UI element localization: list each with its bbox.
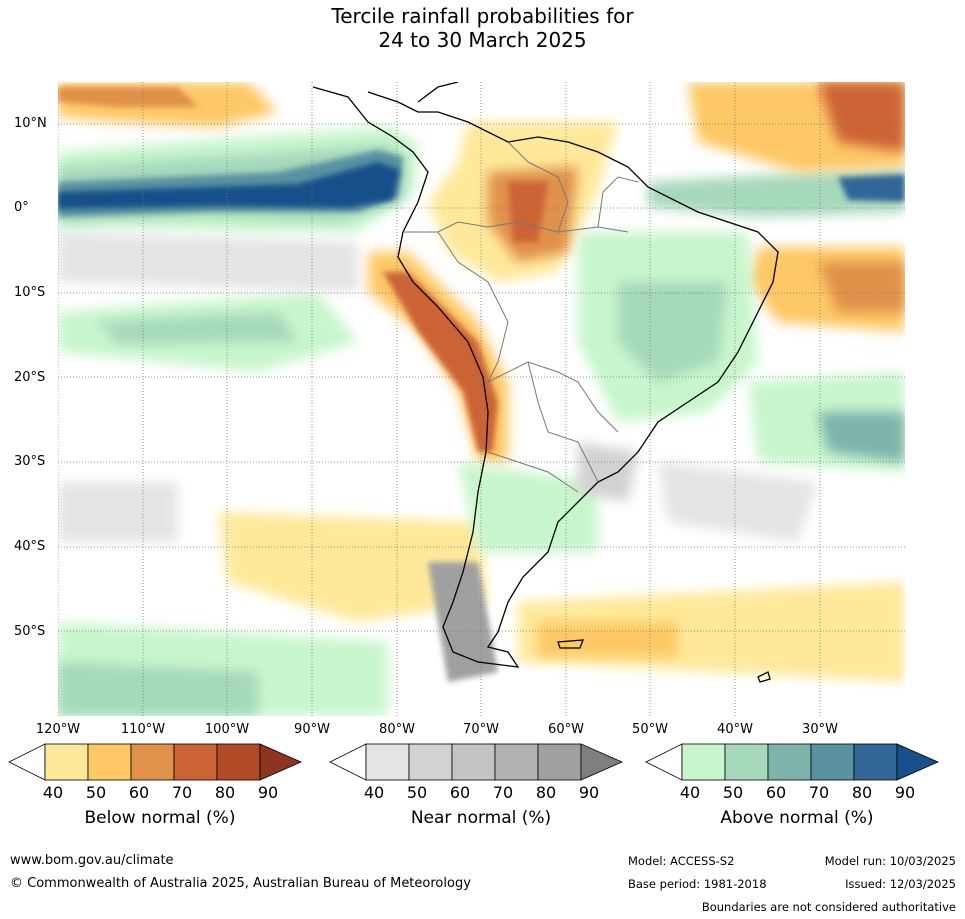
lat-label-10n: 10°N	[14, 116, 47, 131]
colorbar-swatch	[451, 743, 496, 781]
tick-label: 70	[492, 783, 514, 802]
lon-label-30w: 30°W	[802, 722, 838, 737]
lon-label-70w: 70°W	[463, 722, 499, 737]
model-run-date: Model run: 10/03/2025	[824, 854, 956, 868]
coastline	[312, 82, 779, 683]
legend-above-normal	[645, 742, 949, 786]
title-line-1: Tercile rainfall probabilities for	[331, 4, 634, 28]
colorbar-swatch	[173, 743, 218, 781]
tick-label: 80	[851, 783, 873, 802]
lat-label-10s: 10°S	[14, 285, 46, 300]
tick-label: 40	[363, 783, 385, 802]
website-link[interactable]: www.bom.gov.au/climate	[10, 853, 174, 868]
lon-label-100w: 100°W	[204, 722, 250, 737]
tick-label: 90	[578, 783, 600, 802]
tick-label: 70	[171, 783, 193, 802]
boundaries-disclaimer: Boundaries are not considered authoritat…	[701, 900, 956, 914]
legend-title-below: Below normal (%)	[84, 808, 236, 828]
lon-label-80w: 80°W	[379, 722, 415, 737]
country-borders	[403, 141, 639, 493]
tick-label: 40	[42, 783, 64, 802]
lon-label-60w: 60°W	[548, 722, 584, 737]
colorbar-swatch	[853, 743, 898, 781]
tick-label: 50	[722, 783, 744, 802]
chart-title: Tercile rainfall probabilities for 24 to…	[0, 4, 965, 52]
probability-fields	[58, 82, 905, 716]
colorbar-low-arrow	[645, 743, 683, 781]
lon-label-40w: 40°W	[717, 722, 753, 737]
lat-label-50s: 50°S	[14, 624, 46, 639]
legend-near-normal	[329, 742, 633, 786]
lat-label-30s: 30°S	[14, 454, 46, 469]
tick-label: 80	[214, 783, 236, 802]
colorbar-near-normal	[329, 743, 623, 781]
colorbar-swatch	[810, 743, 855, 781]
lon-label-50w: 50°W	[632, 722, 668, 737]
colorbar-below-normal	[8, 743, 302, 781]
legend-title-above: Above normal (%)	[720, 808, 874, 828]
colorbar-high-arrow	[259, 743, 302, 781]
tick-label: 60	[128, 783, 150, 802]
map-canvas	[58, 82, 905, 716]
base-period: Base period: 1981-2018	[628, 877, 767, 891]
legend-below-normal	[8, 742, 312, 786]
colorbar-swatch	[537, 743, 582, 781]
lon-label-110w: 110°W	[120, 722, 166, 737]
colorbar-high-arrow	[580, 743, 623, 781]
lon-label-120w: 120°W	[35, 722, 81, 737]
tick-label: 60	[449, 783, 471, 802]
colorbar-above-normal	[645, 743, 939, 781]
colorbar-swatch	[87, 743, 132, 781]
colorbar-swatch	[767, 743, 812, 781]
lat-label-40s: 40°S	[14, 539, 46, 554]
tick-label: 40	[679, 783, 701, 802]
tick-label: 60	[765, 783, 787, 802]
lon-label-90w: 90°W	[294, 722, 330, 737]
colorbar-swatch	[365, 743, 410, 781]
tick-label: 50	[85, 783, 107, 802]
lat-label-20s: 20°S	[14, 370, 46, 385]
copyright-text: © Commonwealth of Australia 2025, Austra…	[10, 876, 471, 891]
colorbar-swatch	[724, 743, 769, 781]
colorbar-swatch	[216, 743, 261, 781]
colorbar-swatch	[130, 743, 175, 781]
colorbar-swatch	[681, 743, 726, 781]
probability-map	[58, 82, 905, 716]
legend-title-near: Near normal (%)	[410, 808, 552, 828]
tick-label: 90	[894, 783, 916, 802]
colorbar-low-arrow	[8, 743, 46, 781]
issued-date: Issued: 12/03/2025	[845, 877, 956, 891]
tick-label: 90	[257, 783, 279, 802]
colorbar-swatch	[44, 743, 89, 781]
colorbar-high-arrow	[896, 743, 939, 781]
colorbar-low-arrow	[329, 743, 367, 781]
title-line-2: 24 to 30 March 2025	[378, 28, 587, 52]
tick-label: 50	[406, 783, 428, 802]
model-name: Model: ACCESS-S2	[628, 854, 735, 868]
colorbar-swatch	[408, 743, 453, 781]
tick-label: 70	[808, 783, 830, 802]
lat-label-0: 0°	[14, 200, 29, 215]
tick-label: 80	[535, 783, 557, 802]
colorbar-swatch	[494, 743, 539, 781]
